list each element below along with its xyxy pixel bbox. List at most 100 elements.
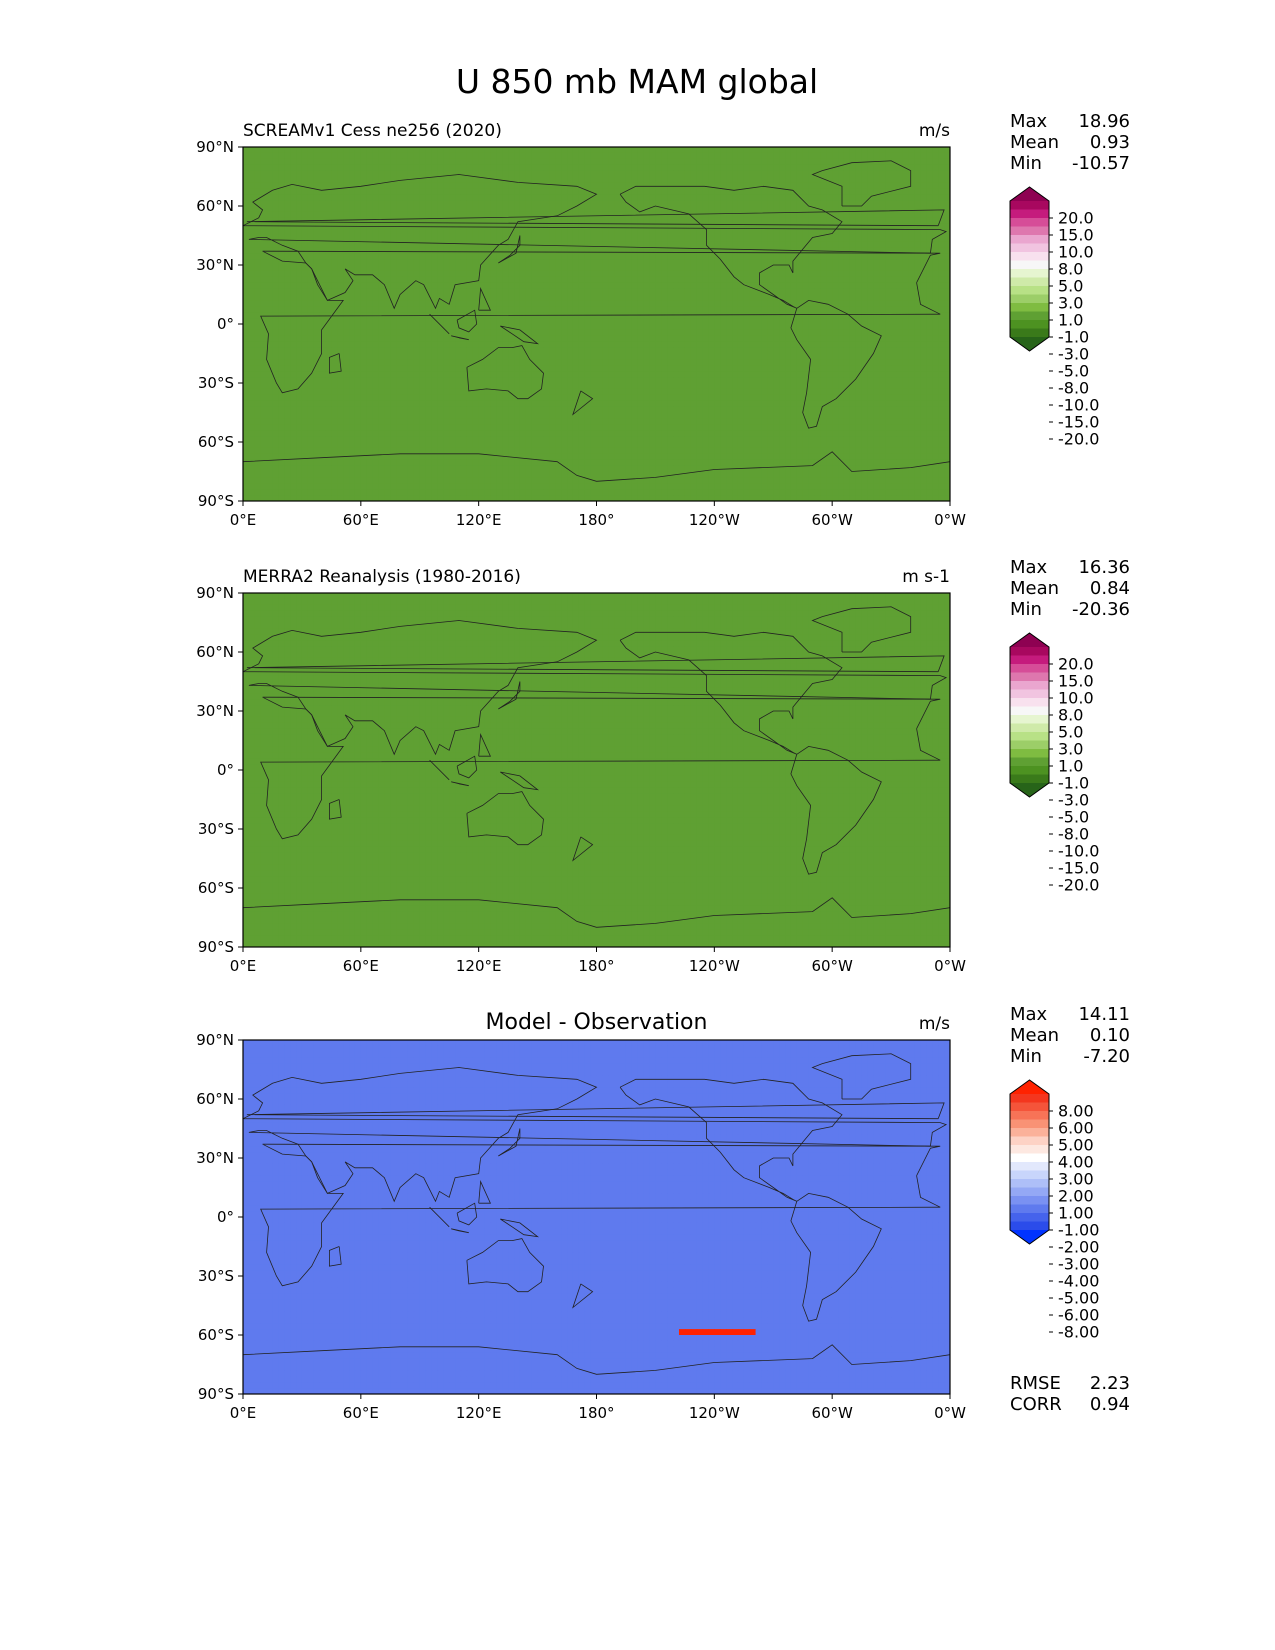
field-cell — [296, 282, 303, 290]
field-cell — [891, 312, 898, 319]
field-cell — [584, 259, 592, 266]
field-cell — [484, 229, 492, 237]
field-cell — [378, 318, 385, 325]
field-cell — [843, 223, 851, 231]
field-cell — [873, 365, 880, 372]
field-cell — [419, 147, 427, 154]
field-cell — [384, 247, 391, 254]
field-cell — [349, 158, 356, 166]
field-cell — [319, 282, 327, 290]
field-cell — [908, 194, 916, 201]
field-cell — [743, 182, 751, 189]
field-cell — [460, 194, 468, 201]
field-cell — [667, 229, 674, 237]
field-cell — [254, 200, 262, 207]
field-cell — [843, 200, 851, 207]
field-cell — [561, 371, 568, 378]
field-cell — [561, 259, 568, 266]
field-cell — [248, 353, 256, 360]
field-cell — [737, 282, 745, 290]
field-cell — [437, 265, 444, 272]
field-cell — [673, 359, 680, 366]
field-cell — [437, 211, 444, 219]
field-cell — [502, 347, 509, 355]
field-cell — [885, 282, 892, 290]
field-cell — [572, 347, 580, 355]
field-cell — [832, 377, 839, 384]
field-cell — [661, 182, 668, 189]
field-cell — [460, 377, 468, 384]
field-cell — [926, 152, 933, 160]
field-cell — [578, 253, 586, 260]
field-cell — [790, 365, 798, 372]
field-cell — [732, 353, 739, 360]
field-cell — [561, 194, 568, 201]
field-cell — [484, 371, 492, 378]
field-cell — [472, 158, 480, 166]
field-cell — [496, 365, 503, 372]
field-cell — [331, 194, 338, 201]
field-cell — [531, 365, 539, 372]
field-cell — [360, 259, 368, 266]
field-cell — [437, 217, 444, 225]
field-cell — [855, 206, 863, 213]
field-cell — [896, 353, 904, 360]
field-cell — [466, 211, 474, 219]
field-cell — [490, 152, 497, 160]
field-cell — [254, 371, 262, 378]
field-cell — [814, 365, 821, 372]
field-cell — [460, 288, 468, 296]
field-cell — [785, 253, 792, 260]
field-cell — [307, 158, 315, 166]
field-cell — [472, 259, 480, 266]
field-cell — [402, 152, 409, 160]
field-cell — [455, 247, 462, 254]
field-cell — [343, 312, 350, 319]
field-cell — [838, 211, 845, 219]
field-cell — [667, 200, 674, 207]
field-cell — [402, 306, 409, 313]
field-cell — [248, 335, 256, 343]
field-cell — [796, 235, 804, 242]
field-cell — [396, 300, 403, 307]
field-cell — [938, 147, 945, 154]
field-cell — [843, 247, 851, 254]
field-cell — [425, 341, 433, 349]
field-cell — [767, 312, 774, 319]
field-cell — [572, 223, 580, 231]
field-cell — [696, 347, 704, 355]
field-cell — [555, 377, 562, 384]
field-cell — [272, 329, 279, 337]
field-cell — [455, 347, 462, 355]
field-cell — [785, 241, 792, 248]
field-cell — [502, 383, 509, 390]
field-cell — [826, 347, 833, 355]
field-cell — [684, 318, 692, 325]
field-cell — [290, 329, 297, 337]
field-cell — [885, 206, 892, 213]
field-cell — [331, 312, 338, 319]
field-cell — [331, 288, 338, 296]
field-cell — [908, 253, 916, 260]
field-cell — [826, 294, 833, 301]
field-cell — [248, 164, 256, 172]
field-cell — [343, 147, 350, 154]
field-cell — [661, 188, 668, 195]
field-cell — [643, 235, 651, 242]
field-cell — [932, 241, 939, 248]
field-cell — [938, 377, 945, 384]
field-cell — [926, 200, 933, 207]
field-cell — [779, 164, 786, 172]
field-cell — [296, 288, 303, 296]
field-cell — [596, 147, 603, 154]
field-cell — [761, 276, 768, 284]
field-cell — [561, 229, 568, 237]
field-cell — [490, 147, 497, 154]
field-cell — [243, 377, 250, 384]
field-cell — [349, 359, 356, 366]
field-cell — [407, 335, 415, 343]
field-cell — [726, 270, 733, 278]
field-cell — [331, 200, 338, 207]
field-cell — [908, 211, 916, 219]
field-cell — [838, 259, 845, 266]
